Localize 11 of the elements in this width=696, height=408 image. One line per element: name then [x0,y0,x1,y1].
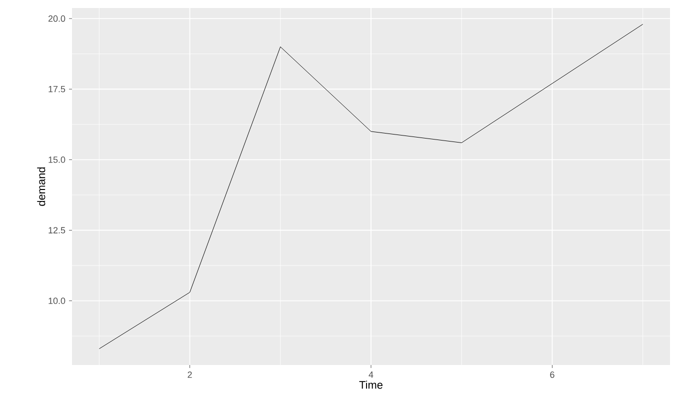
x-tick-label: 6 [550,372,554,378]
y-axis-title: demand [37,167,46,206]
x-tick-label: 4 [368,372,374,378]
y-tick-label: 12.5 [48,227,66,234]
y-tick-label: 15.0 [48,156,66,163]
y-tick-label: 17.5 [48,86,66,92]
x-axis-title: Time [359,380,382,389]
x-tick-label: 2 [188,372,192,378]
y-tick-label: 10.0 [48,298,66,304]
line-series [98,24,644,350]
y-tick-label: 20.0 [48,15,66,22]
